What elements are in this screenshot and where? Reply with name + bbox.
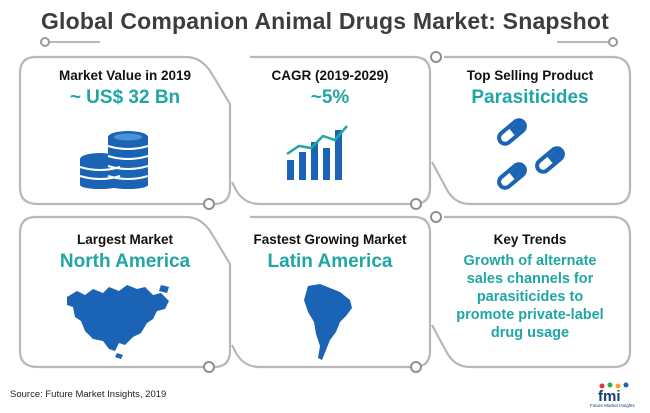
- fmi-logo-tagline: Future Market Insights: [590, 403, 636, 408]
- top-product-label: Top Selling Product: [466, 68, 594, 83]
- key-trends-line: drug usage: [490, 325, 570, 341]
- connector-dot-bottom-middle: [410, 361, 422, 373]
- title-rule-right-dot: [608, 37, 618, 47]
- coins-stack-icon: [79, 131, 149, 189]
- top-product-value: Parasiticides: [471, 87, 589, 108]
- market-value-value: ~ US$ 32 Bn: [69, 87, 181, 108]
- card-cagr: CAGR (2019-2029) ~5%: [230, 68, 430, 109]
- connector-dot-bottom-left: [203, 361, 215, 373]
- capsules-icon: [497, 118, 565, 190]
- card-fastest-market: Fastest Growing Market Latin America: [230, 232, 430, 273]
- connector-dot-top-middle: [410, 198, 422, 210]
- fmi-logo-mark: fmi Future Market Insights: [590, 382, 636, 408]
- fastest-market-value: Latin America: [267, 251, 393, 272]
- card-market-value: Market Value in 2019 ~ US$ 32 Bn: [25, 68, 225, 109]
- bar-growth-chart-icon: [286, 125, 348, 180]
- fmi-logo-text: fmi: [598, 388, 621, 405]
- north-america-map-icon: [67, 285, 169, 359]
- key-trends-line: parasiticides to: [476, 289, 584, 305]
- south-america-map-icon: [304, 284, 352, 360]
- connector-dot-bottom-right: [430, 211, 442, 223]
- fmi-logo: fmi Future Market Insights: [588, 382, 642, 408]
- key-trends-line: Growth of alternate: [463, 253, 597, 269]
- title-rule-left: [45, 41, 100, 43]
- card-largest-market: Largest Market North America: [25, 232, 225, 273]
- market-value-label: Market Value in 2019: [58, 68, 192, 83]
- cagr-value: ~5%: [310, 87, 350, 108]
- key-trends-line: promote private-label: [456, 307, 604, 323]
- title-rule-left-dot: [40, 37, 50, 47]
- fastest-market-label: Fastest Growing Market: [253, 232, 407, 247]
- key-trends-label: Key Trends: [493, 232, 567, 247]
- connector-dot-top-left: [203, 198, 215, 210]
- connector-dot-top-right: [430, 51, 442, 63]
- largest-market-label: Largest Market: [76, 232, 174, 247]
- cagr-label: CAGR (2019-2029): [271, 68, 389, 83]
- key-trends-line: sales channels for: [466, 271, 594, 287]
- source-note: Source: Future Market Insights, 2019: [10, 389, 167, 400]
- page-title: Global Companion Animal Drugs Market: Sn…: [40, 8, 610, 34]
- title-rule-right: [557, 41, 612, 43]
- key-trends-text: Growth of alternate sales channels for p…: [430, 252, 630, 342]
- card-top-product: Top Selling Product Parasiticides: [430, 68, 630, 109]
- largest-market-value: North America: [59, 251, 191, 272]
- card-key-trends: Key Trends Growth of alternate sales cha…: [430, 232, 630, 342]
